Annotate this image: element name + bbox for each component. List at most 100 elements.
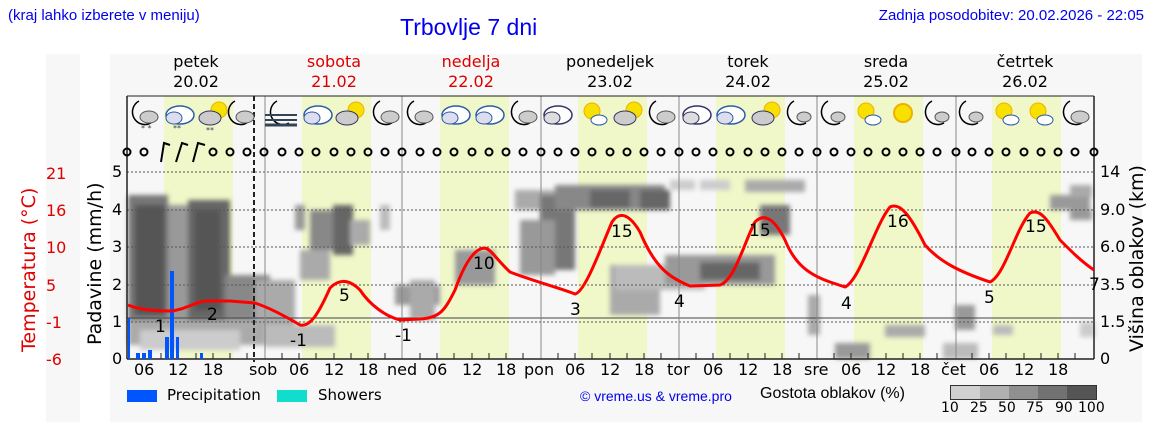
cloud-icon bbox=[543, 105, 573, 125]
x-tick: sob bbox=[249, 360, 278, 379]
temp-tick: -6 bbox=[46, 350, 62, 369]
cloud-density-scale bbox=[950, 385, 1097, 400]
cloud-height-axis-label: Višina oblakov (km) bbox=[1126, 165, 1148, 352]
x-tick: 06 bbox=[703, 360, 724, 379]
precipitation-bars bbox=[128, 271, 203, 359]
x-tick: sre bbox=[804, 360, 829, 379]
cloud-density-heatmap bbox=[128, 180, 1095, 359]
sun-cloud-icon bbox=[995, 102, 1020, 126]
temp-label: 10 bbox=[473, 254, 495, 274]
scale-tick: 75 bbox=[1026, 400, 1044, 416]
temp-axis-label: Temperatura (°C) bbox=[18, 187, 40, 352]
scale-tick: 25 bbox=[970, 400, 988, 416]
rain-tick: 2 bbox=[112, 275, 123, 294]
x-tick: 12 bbox=[600, 360, 621, 379]
rain-tick: 3 bbox=[112, 237, 123, 256]
moon-cloud-icon bbox=[958, 100, 984, 126]
x-tick: 06 bbox=[134, 360, 155, 379]
moon-cloud-icon bbox=[227, 100, 255, 126]
x-tick: 18 bbox=[496, 360, 517, 379]
temp-label: 1 bbox=[155, 317, 166, 337]
moon-cloud-icon bbox=[372, 100, 400, 126]
x-tick: 12 bbox=[324, 360, 345, 379]
rain-axis-label: Padavine (mm/h) bbox=[84, 182, 106, 345]
temp-label: 5 bbox=[339, 286, 350, 306]
moon-cloud-icon bbox=[406, 100, 434, 126]
moon-cloud-snow-icon: * * bbox=[131, 100, 159, 133]
day-label: nedelja 22.02 bbox=[441, 52, 501, 91]
day-label: sreda 25.02 bbox=[863, 52, 909, 91]
day-label: petek 20.02 bbox=[173, 52, 219, 91]
x-tick: 18 bbox=[772, 360, 793, 379]
wind-barbs bbox=[160, 141, 206, 163]
temp-label: 4 bbox=[841, 294, 852, 314]
sun-cloud-icon bbox=[335, 101, 365, 126]
temp-label: 16 bbox=[887, 212, 909, 232]
moon-cloud-icon bbox=[924, 100, 950, 126]
temp-label: -1 bbox=[290, 331, 307, 351]
temp-label: 15 bbox=[749, 221, 771, 241]
x-tick: 06 bbox=[427, 360, 448, 379]
showers-swatch bbox=[277, 390, 307, 402]
cloud-height-tick: 1.5 bbox=[1100, 312, 1126, 331]
sun-cloud-snow-icon: ** bbox=[198, 101, 228, 135]
temp-label: 15 bbox=[1025, 217, 1047, 237]
sun-icon bbox=[893, 103, 913, 123]
weather-icons: * * ** ** bbox=[131, 100, 1090, 135]
sun-cloud-icon bbox=[583, 102, 608, 126]
cloud-density-label: Gostota oblakov (%) bbox=[760, 385, 905, 402]
temp-label: 5 bbox=[984, 288, 995, 308]
cloud-height-tick: 14 bbox=[1100, 162, 1121, 181]
cloud-icon bbox=[682, 105, 712, 125]
x-tick: 12 bbox=[168, 360, 189, 379]
location-hint: (kraj lahko izberete v meniju) bbox=[8, 7, 200, 24]
day-label: ponedeljek 23.02 bbox=[566, 52, 654, 91]
temp-label: 3 bbox=[570, 300, 581, 320]
day-label: četrtek 26.02 bbox=[996, 52, 1054, 91]
temp-label: 2 bbox=[207, 305, 218, 325]
moon-cloud-icon bbox=[1062, 100, 1090, 126]
temp-tick: 21 bbox=[46, 164, 67, 183]
temperature-line bbox=[127, 204, 1095, 327]
x-tick: pon bbox=[524, 360, 555, 379]
scale-tick: 100 bbox=[1078, 400, 1105, 416]
scale-tick: 50 bbox=[998, 400, 1016, 416]
cloud-height-tick: 0 bbox=[1100, 349, 1111, 368]
sun-cloud-icon bbox=[751, 101, 781, 126]
cloud-height-tick: 6.0 bbox=[1100, 237, 1126, 256]
precipitation-swatch bbox=[127, 390, 157, 402]
temp-label: -1 bbox=[395, 326, 412, 346]
x-tick: 06 bbox=[289, 360, 310, 379]
x-tick: čet bbox=[941, 360, 966, 379]
x-tick: 06 bbox=[841, 360, 862, 379]
day-separators bbox=[264, 96, 957, 359]
moon-cloud-icon bbox=[820, 100, 846, 126]
moon-cloud-icon bbox=[786, 100, 812, 126]
page-title: Trbovlje 7 dni bbox=[400, 14, 538, 40]
copyright-link[interactable]: © vreme.us & vreme.pro bbox=[580, 388, 732, 404]
rain-tick: 0 bbox=[112, 349, 123, 368]
x-tick: ned bbox=[387, 360, 418, 379]
x-tick: 18 bbox=[358, 360, 379, 379]
scale-tick: 10 bbox=[941, 400, 959, 416]
temp-tick: 10 bbox=[46, 238, 67, 257]
cloud-snow-icon: ** bbox=[165, 105, 195, 133]
x-tick: 06 bbox=[565, 360, 586, 379]
x-tick: 06 bbox=[979, 360, 1000, 379]
temp-tick: 16 bbox=[46, 201, 67, 220]
moon-cloud-icon bbox=[648, 100, 676, 126]
x-tick: 12 bbox=[738, 360, 759, 379]
x-tick: 18 bbox=[203, 360, 224, 379]
x-tick: tor bbox=[667, 360, 690, 379]
cloud-icon bbox=[475, 105, 505, 125]
cloud-icon bbox=[441, 105, 471, 125]
x-tick: 18 bbox=[910, 360, 931, 379]
moon-fog-icon bbox=[265, 100, 297, 127]
x-tick: 12 bbox=[462, 360, 483, 379]
cloud-height-tick: 3.5 bbox=[1100, 275, 1126, 294]
temp-label: 7 bbox=[1089, 275, 1100, 295]
rain-tick: 4 bbox=[112, 200, 123, 219]
cloud-height-tick: 9.0 bbox=[1100, 200, 1126, 219]
temp-label: 4 bbox=[674, 292, 685, 312]
